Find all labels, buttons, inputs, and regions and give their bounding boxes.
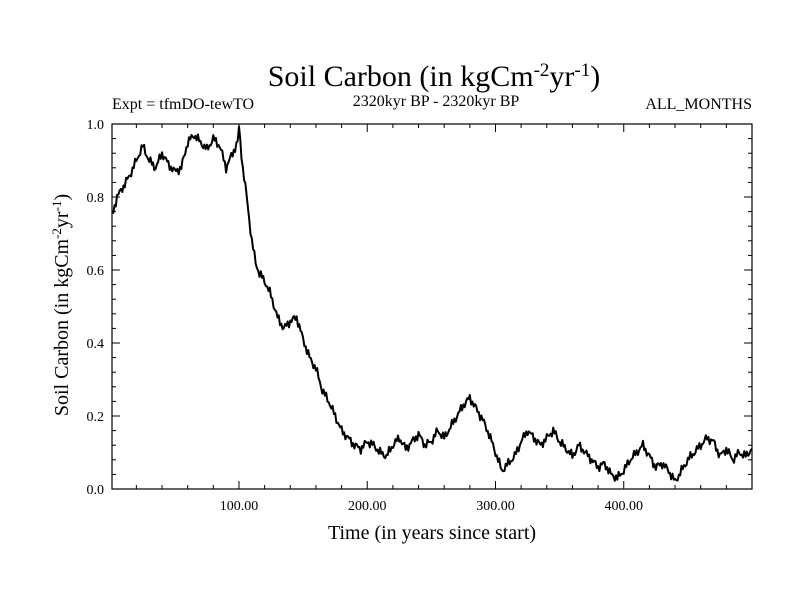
y-tick-label: 0.0 <box>87 483 105 498</box>
ylabel-end: ) <box>51 194 73 201</box>
title-end: ) <box>590 60 600 93</box>
y-tick-label: 0.6 <box>87 264 105 279</box>
ylabel-sup1: -2 <box>49 228 64 239</box>
y-tick-label: 1.0 <box>87 118 105 133</box>
y-tick-label: 0.2 <box>87 410 105 425</box>
x-tick-label: 100.00 <box>220 499 259 514</box>
x-tick-label: 400.00 <box>604 499 643 514</box>
axis-tick-labels: 100.00 200.00 300.00 400.00 0.0 0.2 0.4 0.6 0.8 1… <box>87 118 643 514</box>
axis-ticks <box>112 123 752 490</box>
title-main: Soil Carbon (in kgCm <box>268 60 534 93</box>
subtitle-left: Expt = tfmDO-tewTO <box>112 96 254 113</box>
ylabel-sup2: -1 <box>49 201 64 212</box>
y-tick-label: 0.4 <box>87 337 105 352</box>
x-tick-label: 200.00 <box>348 499 387 514</box>
x-tick-label: 300.00 <box>476 499 515 514</box>
chart-title: Soil Carbon (in kgCm-2yr-1) <box>268 60 601 94</box>
x-axis-label: Time (in years since start) <box>328 522 536 544</box>
ylabel-mid: yr <box>51 211 73 228</box>
title-sup1: -2 <box>534 60 550 81</box>
y-tick-label: 0.8 <box>87 191 105 206</box>
y-axis-label: Soil Carbon (in kgCm-2yr-1) <box>49 194 74 416</box>
subtitle-center: 2320kyr BP - 2320kyr BP <box>353 93 520 110</box>
plot-frame <box>111 123 753 490</box>
ylabel-main: Soil Carbon (in kgCm <box>51 238 73 416</box>
subtitle-right: ALL_MONTHS <box>645 96 752 113</box>
series-line-soil-carbon <box>111 125 753 482</box>
title-mid: yr <box>549 60 574 93</box>
title-sup2: -1 <box>574 60 590 81</box>
